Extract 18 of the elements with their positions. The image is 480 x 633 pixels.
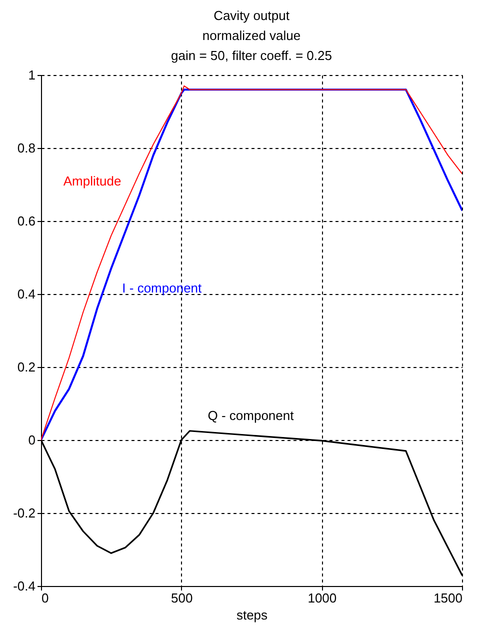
chart-title: Cavity output <box>214 8 290 23</box>
y-tick-label: 0.8 <box>17 140 36 156</box>
y-tick-label: 0.6 <box>17 214 36 228</box>
chart-subtitle: normalized value gain = 50, filter coeff. = 0.25 <box>171 28 332 63</box>
y-tick-label: 0.4 <box>17 286 36 302</box>
y-tick-label: -0.2 <box>13 506 36 520</box>
x-tick-label: 1000 <box>308 590 337 606</box>
x-tick-label: 500 <box>170 590 193 606</box>
x-tick-label: 0 <box>42 590 49 606</box>
series-label: Amplitude <box>63 174 122 189</box>
y-tick-label: 0 <box>28 432 36 448</box>
y-tick-label: 0.2 <box>17 360 36 374</box>
x-axis-title: steps <box>236 608 268 622</box>
series-label: Q - component <box>208 408 294 423</box>
y-tick-label: 1 <box>28 68 36 82</box>
series-label: I - component <box>122 280 202 296</box>
y-tick-label: -0.4 <box>13 578 36 594</box>
x-tick-label: 1500 <box>434 590 462 606</box>
